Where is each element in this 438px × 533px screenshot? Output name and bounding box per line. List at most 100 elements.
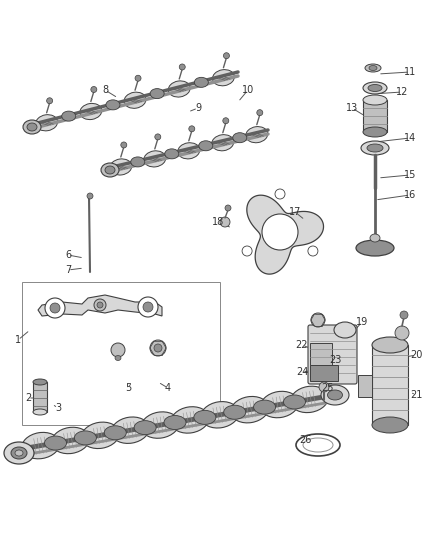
Text: 5: 5 (125, 383, 131, 393)
Text: 8: 8 (102, 85, 108, 95)
FancyBboxPatch shape (308, 325, 357, 384)
Circle shape (257, 110, 263, 116)
Text: 4: 4 (165, 383, 171, 393)
Text: 26: 26 (299, 435, 311, 445)
Text: 17: 17 (289, 207, 301, 217)
Ellipse shape (283, 395, 305, 409)
Ellipse shape (199, 141, 213, 151)
Text: 16: 16 (404, 190, 416, 200)
Ellipse shape (178, 143, 200, 159)
Ellipse shape (363, 95, 387, 105)
Polygon shape (247, 195, 324, 274)
Ellipse shape (80, 103, 102, 119)
Ellipse shape (33, 409, 47, 415)
Ellipse shape (296, 434, 340, 456)
Text: 15: 15 (404, 170, 416, 180)
Text: 20: 20 (410, 350, 422, 360)
Ellipse shape (111, 417, 149, 443)
Ellipse shape (144, 151, 166, 167)
Ellipse shape (201, 401, 239, 428)
Circle shape (46, 98, 53, 104)
Bar (372, 345, 408, 425)
Text: 3: 3 (55, 403, 61, 413)
Bar (363, 100, 387, 132)
Circle shape (154, 344, 162, 352)
Text: 1: 1 (15, 335, 21, 345)
Circle shape (275, 189, 285, 199)
Ellipse shape (224, 405, 246, 419)
Ellipse shape (105, 166, 115, 174)
Circle shape (50, 303, 60, 313)
Ellipse shape (233, 133, 247, 143)
Ellipse shape (356, 240, 394, 256)
Ellipse shape (11, 447, 27, 459)
Ellipse shape (124, 92, 146, 108)
Circle shape (189, 126, 195, 132)
Text: 10: 10 (242, 85, 254, 95)
Ellipse shape (134, 421, 156, 434)
Ellipse shape (4, 442, 34, 464)
Ellipse shape (164, 416, 186, 430)
Ellipse shape (246, 126, 268, 143)
Ellipse shape (212, 70, 234, 86)
Ellipse shape (290, 386, 328, 413)
Ellipse shape (150, 88, 164, 99)
Text: 14: 14 (404, 133, 416, 143)
Circle shape (94, 299, 106, 311)
Polygon shape (38, 295, 162, 316)
Ellipse shape (15, 450, 23, 456)
Ellipse shape (106, 100, 120, 110)
Ellipse shape (367, 144, 383, 152)
Text: 13: 13 (346, 103, 358, 113)
Circle shape (138, 297, 158, 317)
Ellipse shape (231, 397, 268, 423)
Ellipse shape (328, 390, 343, 400)
Ellipse shape (363, 82, 387, 94)
Ellipse shape (368, 85, 382, 92)
Ellipse shape (194, 410, 216, 424)
Ellipse shape (372, 337, 408, 353)
Ellipse shape (261, 391, 298, 418)
Text: 11: 11 (404, 67, 416, 77)
Ellipse shape (369, 66, 377, 70)
Circle shape (311, 313, 325, 327)
Circle shape (111, 343, 125, 357)
Circle shape (150, 340, 166, 356)
Ellipse shape (194, 77, 208, 87)
Ellipse shape (361, 141, 389, 155)
Text: 12: 12 (396, 87, 408, 97)
Text: 22: 22 (296, 340, 308, 350)
Circle shape (225, 205, 231, 211)
Circle shape (179, 64, 185, 70)
Circle shape (262, 214, 298, 250)
Circle shape (319, 382, 329, 392)
Ellipse shape (33, 379, 47, 385)
Ellipse shape (370, 234, 380, 242)
Circle shape (45, 298, 65, 318)
Ellipse shape (131, 157, 145, 167)
Circle shape (223, 118, 229, 124)
Text: 9: 9 (195, 103, 201, 113)
Circle shape (121, 142, 127, 148)
Circle shape (242, 246, 252, 256)
Circle shape (155, 134, 161, 140)
Ellipse shape (363, 127, 387, 137)
Ellipse shape (52, 427, 89, 454)
Ellipse shape (104, 426, 126, 440)
Ellipse shape (45, 436, 67, 450)
Bar (33, 382, 47, 412)
Circle shape (395, 326, 409, 340)
Text: 2: 2 (25, 393, 31, 403)
Ellipse shape (22, 432, 60, 459)
Ellipse shape (27, 123, 37, 131)
Ellipse shape (62, 111, 76, 121)
Ellipse shape (115, 356, 121, 360)
Circle shape (87, 193, 93, 199)
Circle shape (220, 217, 230, 227)
Text: 24: 24 (296, 367, 308, 377)
Text: 25: 25 (322, 383, 334, 393)
Ellipse shape (168, 81, 190, 97)
Bar (22, 282, 220, 425)
Circle shape (91, 86, 97, 93)
Bar (310, 343, 332, 369)
